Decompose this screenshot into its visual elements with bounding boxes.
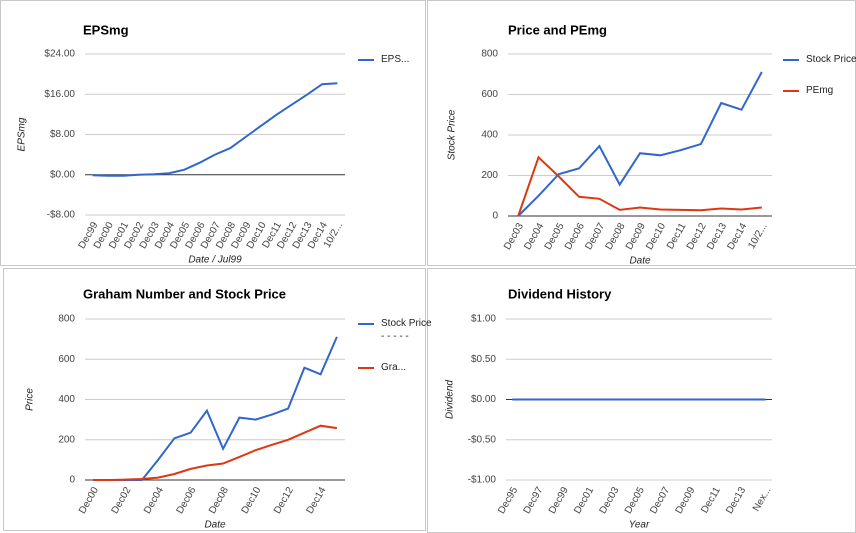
y-tick-label: -$0.50 xyxy=(468,434,497,445)
y-tick-label: -$1.00 xyxy=(468,475,497,486)
legend-entry: PEmg xyxy=(806,85,834,96)
y-tick-label: 200 xyxy=(58,434,75,445)
series-line xyxy=(517,155,762,217)
y-tick-label: $24.00 xyxy=(44,49,75,60)
series-line xyxy=(92,82,338,177)
legend-entry: EPS... xyxy=(381,54,410,65)
y-axis-title: Price xyxy=(25,388,36,411)
y-tick-label: 0 xyxy=(492,211,498,222)
series-line xyxy=(93,424,338,481)
panel xyxy=(427,0,856,266)
y-tick-label: 0 xyxy=(69,475,75,486)
y-tick-label: 800 xyxy=(481,49,498,60)
x-axis-title: Date xyxy=(629,256,651,267)
legend-label: Stock Price - - - - - xyxy=(381,318,432,342)
legend-label: Gra... xyxy=(381,362,407,373)
y-tick-label: 400 xyxy=(58,394,75,405)
legend-entry: Stock Price xyxy=(806,54,856,65)
y-tick-label: $16.00 xyxy=(44,89,75,100)
chart-title: Graham Number and Stock Price xyxy=(83,286,286,301)
panel xyxy=(0,0,426,266)
series-line xyxy=(517,71,763,217)
y-axis-title: Stock Price xyxy=(447,109,458,160)
legend-entry: Stock Price - - - - - xyxy=(381,318,432,342)
chart-title: EPSmg xyxy=(83,22,129,37)
legend-entry: Gra... xyxy=(381,362,407,373)
y-tick-label: 400 xyxy=(481,130,498,141)
y-tick-label: $8.00 xyxy=(50,129,75,140)
chart-title: Dividend History xyxy=(508,286,612,301)
y-axis-title: Dividend xyxy=(445,380,456,419)
y-tick-label: -$8.00 xyxy=(47,210,76,221)
y-axis-title: EPSmg xyxy=(17,117,28,151)
y-tick-label: $0.50 xyxy=(471,354,496,365)
y-tick-label: $0.00 xyxy=(50,169,75,180)
chart-title: Price and PEmg xyxy=(508,22,607,37)
y-tick-label: 800 xyxy=(58,314,75,325)
y-tick-label: $1.00 xyxy=(471,314,496,325)
y-tick-label: 200 xyxy=(481,170,498,181)
y-tick-label: $0.00 xyxy=(471,394,496,405)
x-axis-title: Year xyxy=(629,520,650,531)
legend-label: PEmg xyxy=(806,85,834,96)
legend-label: Stock Price xyxy=(806,54,856,65)
y-tick-label: 600 xyxy=(58,354,75,365)
x-axis-title: Date xyxy=(204,520,226,531)
legend-label: EPS... xyxy=(381,54,410,65)
y-tick-label: 600 xyxy=(481,89,498,100)
x-axis-title: Date / Jul99 xyxy=(188,255,242,266)
